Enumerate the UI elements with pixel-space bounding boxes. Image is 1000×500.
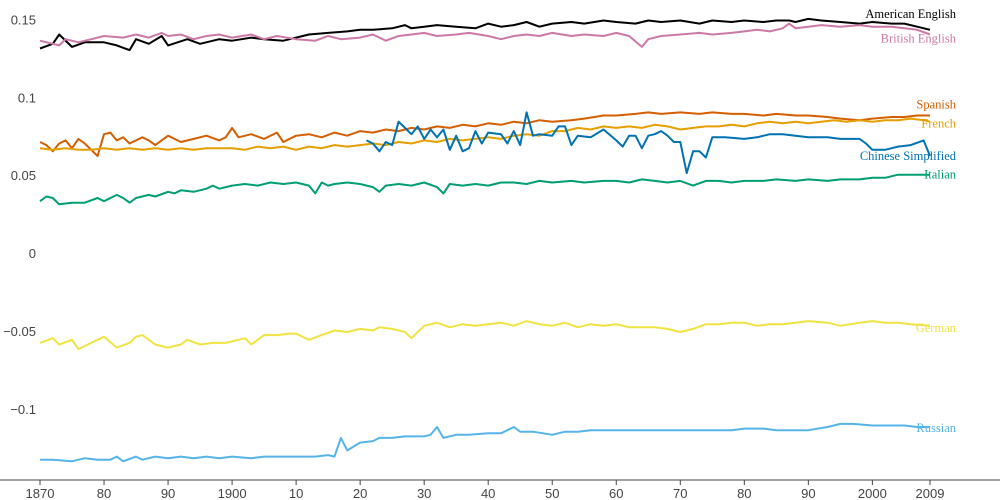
x-tick-label: 70 [673,486,687,500]
x-tick-label: 2009 [916,486,945,500]
series-label-british-english: British English [881,31,957,45]
series-labels-layer: American English British English Spanish Fr… [860,7,957,435]
series-line-italian [39,173,930,206]
y-tick-label: −0.1 [10,402,36,417]
y-tick-label: 0.15 [11,12,36,27]
y-tick-label: 0 [29,246,36,261]
series-label-american-english: American English [865,7,956,21]
x-tick-label: 80 [97,486,111,500]
x-tick-label: 60 [609,486,623,500]
x-axis-ticks: 1870 80 90 1900 10 20 30 40 50 60 70 80 90 2000 2009 [26,480,945,500]
series-line-chinese-simplified [366,111,931,175]
y-tick-label: −0.05 [3,324,36,339]
x-tick-label: 50 [545,486,559,500]
series-label-italian: Italian [924,168,957,182]
series-line-american-english [39,17,931,52]
x-tick-label: 20 [353,486,367,500]
x-tick-label: 30 [417,486,431,500]
x-tick-label: 1870 [26,486,55,500]
series-line-french [39,117,931,151]
x-tick-label: 2000 [858,486,887,500]
x-tick-label: 90 [801,486,815,500]
y-axis-ticks: 0.15 0.1 0.05 0 −0.05 −0.1 [3,12,36,416]
series-line-british-english [39,22,931,48]
series-label-russian: Russian [916,421,956,435]
series-label-french: French [921,117,956,131]
y-tick-label: 0.05 [11,168,36,183]
series-label-spanish: Spanish [916,97,956,111]
x-tick-label: 1900 [218,486,247,500]
series-line-german [39,320,931,351]
x-tick-label: 80 [737,486,751,500]
series-label-german: German [916,321,957,335]
series-layer [39,17,931,463]
series-label-chinese-simplified: Chinese Simplified [860,149,957,163]
x-tick-label: 40 [481,486,495,500]
series-line-russian [40,422,930,463]
x-tick-label: 10 [289,486,303,500]
series-line-spanish [39,111,930,157]
y-tick-label: 0.1 [18,90,36,105]
x-tick-label: 90 [161,486,175,500]
